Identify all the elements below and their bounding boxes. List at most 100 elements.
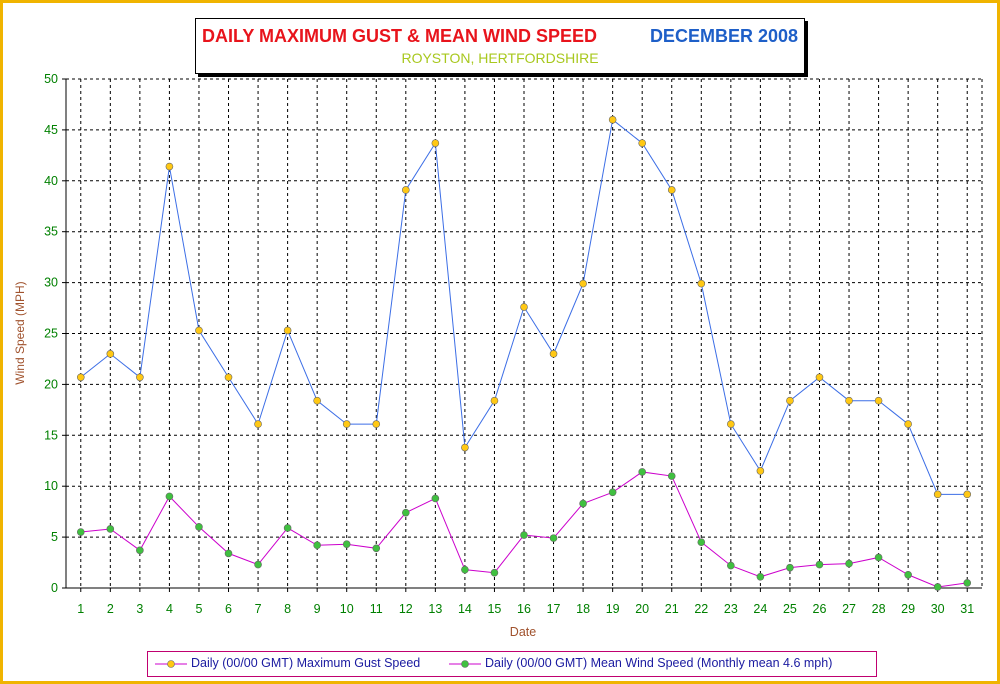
x-tick-label: 22 (694, 602, 708, 616)
x-tick-label: 30 (931, 602, 945, 616)
data-point-mean (461, 565, 469, 574)
y-tick-label: 10 (44, 479, 58, 493)
data-point-mean (372, 544, 381, 553)
y-tick-label: 45 (44, 123, 58, 137)
chart-date: DECEMBER 2008 (649, 26, 798, 46)
x-tick-label: 20 (635, 602, 649, 616)
chart-title-box: DAILY MAXIMUM GUST & MEAN WIND SPEED DEC… (195, 18, 805, 74)
data-point-mean (815, 560, 824, 569)
data-point-gust (845, 396, 853, 405)
data-point-mean (638, 468, 646, 476)
data-point-mean (608, 488, 617, 497)
y-tick-label: 50 (44, 72, 58, 86)
legend-mean-swatch-icon (449, 659, 481, 668)
data-point-gust (195, 326, 203, 335)
legend-item-mean: Daily (00/00 GMT) Mean Wind Speed (Month… (448, 656, 832, 670)
x-tick-label: 26 (813, 602, 827, 616)
data-point-mean (402, 508, 410, 517)
data-point-mean (786, 563, 794, 572)
data-point-gust (254, 420, 262, 428)
data-point-gust (667, 186, 676, 194)
x-tick-label: 29 (901, 602, 915, 616)
y-tick-label: 20 (44, 377, 58, 391)
data-point-mean (283, 524, 292, 532)
x-tick-label: 31 (960, 602, 974, 616)
data-point-gust (697, 279, 706, 288)
data-point-mean (697, 538, 706, 546)
data-point-mean (313, 541, 321, 550)
data-point-gust (520, 303, 528, 311)
x-tick-label: 11 (370, 602, 383, 616)
data-point-gust (608, 115, 617, 124)
data-point-gust (904, 420, 912, 428)
x-tick-label: 5 (195, 602, 202, 616)
y-axis-label: Wind Speed (MPH) (13, 281, 27, 384)
data-point-mean (136, 546, 144, 555)
y-tick-label: 25 (44, 327, 58, 341)
y-tick-label: 30 (44, 276, 58, 290)
data-point-gust (283, 326, 292, 335)
data-point-gust (106, 350, 115, 358)
data-point-mean (342, 540, 351, 549)
data-point-mean (165, 492, 174, 501)
data-point-gust (963, 490, 972, 499)
legend-mean-label: Daily (00/00 GMT) Mean Wind Speed (Month… (485, 656, 833, 670)
x-tick-label: 14 (458, 602, 472, 616)
data-point-gust (786, 396, 794, 405)
x-tick-label: 23 (724, 602, 738, 616)
legend: Daily (00/00 GMT) Maximum Gust Speed Dai… (147, 651, 877, 677)
data-point-gust (461, 443, 469, 452)
data-point-mean (195, 523, 203, 531)
x-tick-label: 9 (314, 602, 321, 616)
x-tick-label: 25 (783, 602, 797, 616)
x-tick-label: 27 (842, 602, 856, 616)
data-point-mean (756, 573, 765, 581)
grid (66, 78, 983, 588)
legend-gust-swatch-icon (155, 659, 187, 668)
data-point-mean (76, 528, 85, 536)
data-point-mean (549, 534, 558, 542)
data-point-mean (904, 570, 912, 579)
x-tick-label: 6 (225, 602, 232, 616)
data-point-gust (815, 373, 824, 382)
data-point-mean (490, 568, 499, 577)
data-point-gust (342, 420, 351, 428)
data-point-gust (638, 139, 646, 147)
chart-subtitle: ROYSTON, HERTFORDSHIRE (401, 50, 599, 66)
x-tick-label: 8 (284, 602, 291, 616)
chart-title: DAILY MAXIMUM GUST & MEAN WIND SPEED (202, 26, 598, 46)
data-point-mean (431, 494, 440, 503)
x-axis-label: Date (510, 625, 536, 639)
legend-item-gust: Daily (00/00 GMT) Maximum Gust Speed (154, 656, 420, 670)
data-point-gust (431, 139, 440, 147)
y-tick-label: 40 (44, 174, 58, 188)
x-tick-label: 1 (77, 602, 84, 616)
x-tick-label: 24 (753, 602, 767, 616)
y-tick-label: 0 (51, 581, 58, 595)
data-point-gust (372, 420, 381, 428)
data-point-mean (933, 583, 942, 591)
y-tick-label: 5 (51, 530, 58, 544)
data-point-mean (845, 559, 853, 568)
legend-gust-label: Daily (00/00 GMT) Maximum Gust Speed (191, 656, 421, 670)
x-tick-label: 13 (428, 602, 442, 616)
y-tick-label: 35 (44, 225, 58, 239)
data-point-gust (224, 373, 233, 382)
x-tick-label: 19 (606, 602, 620, 616)
x-tick-label: 17 (547, 602, 561, 616)
data-point-mean (963, 579, 972, 587)
data-point-mean (727, 561, 735, 570)
data-point-gust (136, 373, 144, 382)
data-point-mean (106, 525, 115, 533)
data-point-gust (756, 467, 765, 475)
x-tick-label: 16 (517, 602, 531, 616)
data-point-gust (402, 186, 410, 194)
data-point-gust (490, 396, 499, 405)
data-point-mean (254, 560, 262, 569)
series (76, 115, 972, 591)
x-tick-label: 12 (399, 602, 413, 616)
data-point-gust (727, 420, 735, 428)
